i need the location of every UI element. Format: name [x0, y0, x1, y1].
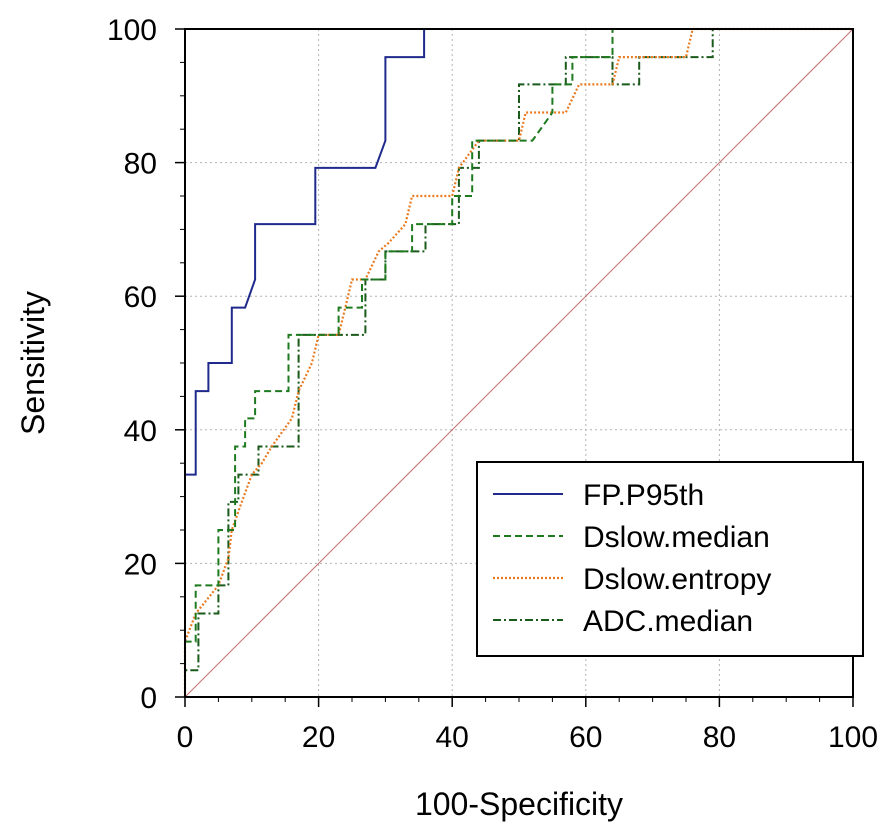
series-line-dslow-entropy	[183, 27, 853, 697]
legend-label: Dslow.entropy	[583, 563, 771, 596]
x-tick-label: 0	[177, 721, 194, 754]
y-tick-label: 100	[107, 14, 157, 47]
y-tick-label: 60	[124, 281, 157, 314]
legend-label: ADC.median	[583, 605, 753, 638]
series-line-adc-median	[184, 28, 853, 697]
x-tick-label: 100	[828, 721, 878, 754]
y-tick-label: 0	[140, 682, 157, 715]
series-line-reference	[184, 28, 854, 698]
y-tick-label: 20	[124, 548, 157, 581]
y-tick-label: 40	[124, 415, 157, 448]
x-axis-title: 100-Specificity	[415, 786, 623, 822]
y-tick-label: 80	[124, 148, 157, 181]
x-tick-label: 40	[436, 721, 469, 754]
ticks: 0 20 40 60 80 100 0 20 40 60 80 100	[107, 14, 878, 754]
x-tick-label: 60	[569, 721, 602, 754]
legend: FP.P95th Dslow.median Dslow.entropy ADC.med…	[476, 461, 864, 657]
legend-label: FP.P95th	[583, 479, 704, 512]
series-group	[183, 27, 854, 698]
legend-label: Dslow.median	[583, 521, 770, 554]
series-line-dslow-median	[184, 28, 853, 697]
x-tick-label: 80	[703, 721, 736, 754]
x-tick-label: 20	[302, 721, 335, 754]
series-line-fp-p95th	[184, 28, 853, 697]
y-axis-title: Sensitivity	[15, 291, 51, 435]
